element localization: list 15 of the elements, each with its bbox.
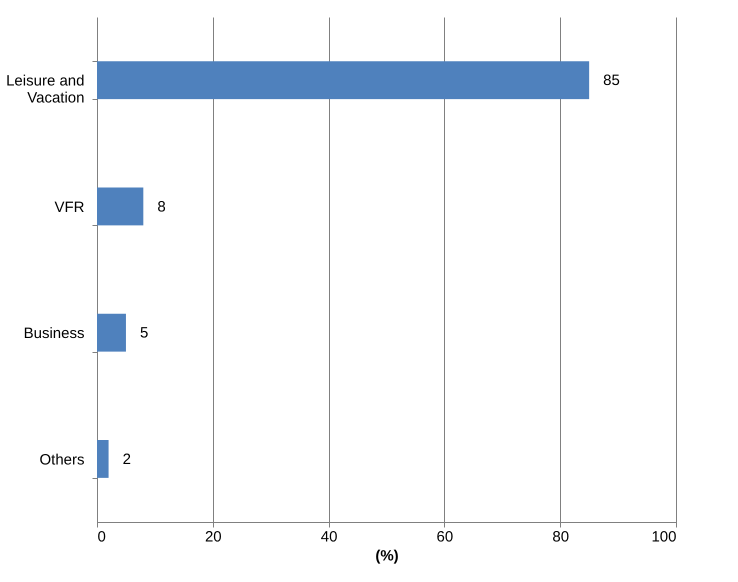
x-tick-label: 80 [552, 528, 570, 546]
data-label: 5 [140, 324, 148, 342]
y-tick-label: Business [24, 325, 84, 342]
x-tick-label: 0 [98, 528, 106, 546]
x-tick-label: 100 [651, 528, 676, 546]
data-label: 2 [122, 450, 131, 468]
x-tick-label: 40 [320, 528, 338, 546]
y-tick-label: VFR [54, 198, 85, 216]
y-tick-label: Others [39, 451, 84, 468]
data-label: 85 [603, 72, 620, 90]
x-axis-title: (%) [375, 548, 399, 564]
y-tick-label: Leisure and Vacation [6, 72, 84, 107]
data-label: 8 [157, 198, 166, 216]
x-tick-label: 60 [436, 528, 454, 546]
x-tick-label: 20 [204, 528, 222, 546]
